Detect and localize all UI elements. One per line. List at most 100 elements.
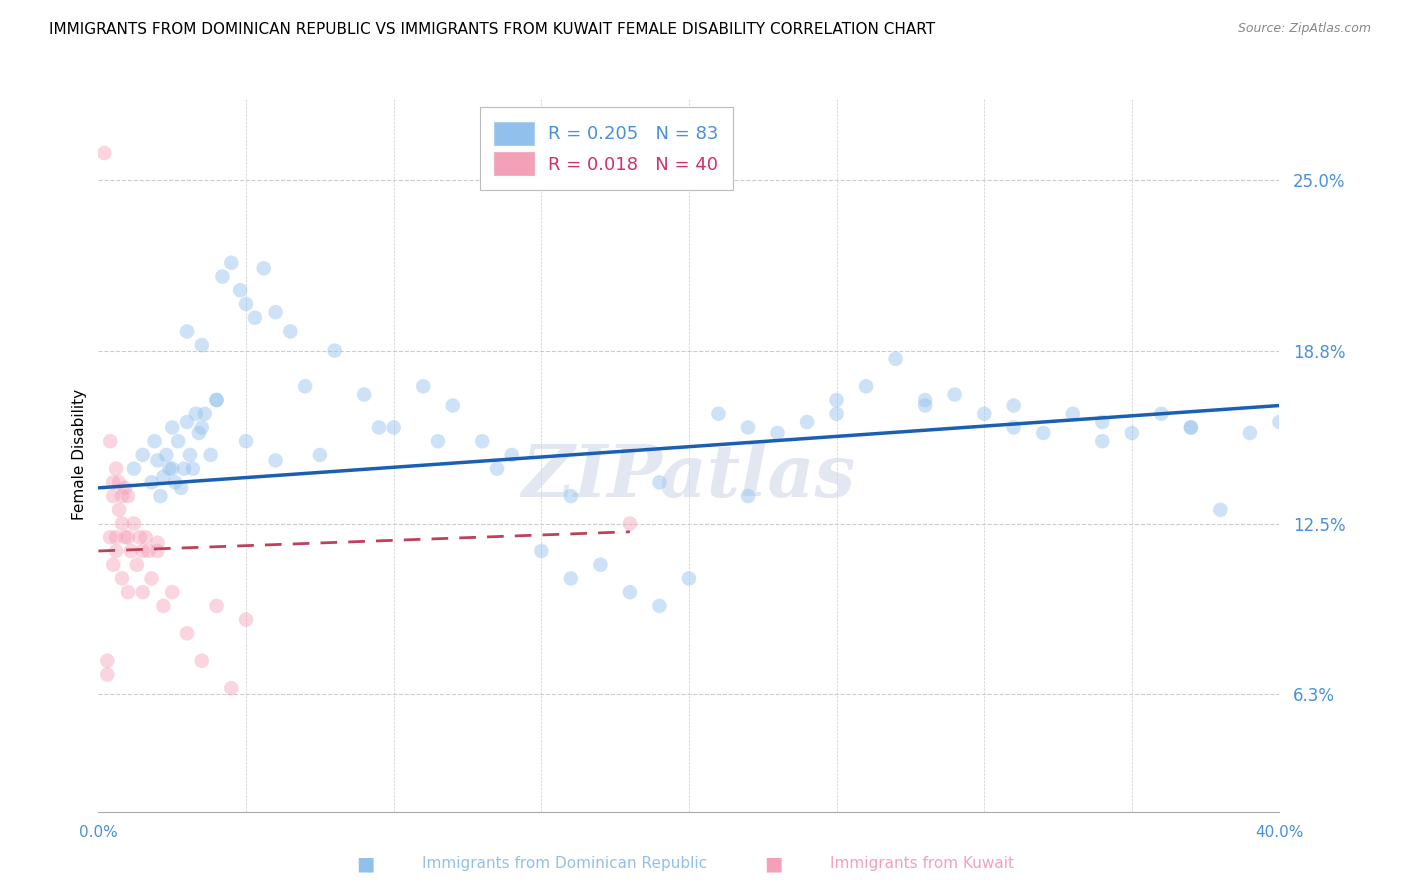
Point — [162, 461, 183, 475]
Point — [176, 325, 198, 339]
Point — [114, 530, 136, 544]
Point — [111, 489, 134, 503]
Point — [737, 489, 759, 503]
Point — [619, 516, 641, 531]
Text: Immigrants from Kuwait: Immigrants from Kuwait — [830, 856, 1014, 871]
Point — [170, 481, 193, 495]
Point — [235, 434, 257, 449]
Point — [122, 516, 145, 531]
Point — [132, 544, 155, 558]
Point — [253, 261, 276, 276]
Point — [501, 448, 523, 462]
Text: ZIPatlas: ZIPatlas — [522, 441, 856, 512]
Point — [229, 283, 252, 297]
Point — [128, 530, 150, 544]
Point — [1002, 399, 1025, 413]
Point — [108, 503, 131, 517]
Point — [796, 415, 818, 429]
Point — [114, 481, 136, 495]
Point — [678, 571, 700, 585]
Point — [141, 571, 163, 585]
Point — [146, 453, 169, 467]
Point — [117, 530, 139, 544]
Point — [179, 448, 201, 462]
Point — [111, 571, 134, 585]
Point — [125, 558, 148, 572]
Point — [191, 338, 214, 352]
Point — [855, 379, 877, 393]
Point — [117, 585, 139, 599]
Text: IMMIGRANTS FROM DOMINICAN REPUBLIC VS IMMIGRANTS FROM KUWAIT FEMALE DISABILITY C: IMMIGRANTS FROM DOMINICAN REPUBLIC VS IM… — [49, 22, 935, 37]
Point — [1180, 420, 1202, 434]
Point — [412, 379, 434, 393]
Point — [205, 392, 228, 407]
Point — [103, 489, 125, 503]
Point — [648, 475, 671, 490]
Point — [825, 407, 848, 421]
Point — [96, 654, 118, 668]
Point — [191, 420, 214, 434]
Point — [264, 305, 287, 319]
Point — [825, 392, 848, 407]
Point — [973, 407, 995, 421]
Point — [149, 489, 172, 503]
Point — [162, 585, 183, 599]
Point — [105, 530, 128, 544]
Point — [200, 448, 222, 462]
Point — [103, 558, 125, 572]
Text: Source: ZipAtlas.com: Source: ZipAtlas.com — [1237, 22, 1371, 36]
Point — [589, 558, 612, 572]
Point — [117, 489, 139, 503]
Point — [243, 310, 266, 325]
Point — [943, 387, 966, 401]
Point — [152, 599, 174, 613]
Point — [219, 681, 243, 696]
Point — [211, 269, 233, 284]
Point — [162, 420, 183, 434]
Point — [766, 425, 789, 440]
Point — [103, 475, 125, 490]
Point — [560, 489, 582, 503]
Point — [165, 475, 187, 490]
Point — [141, 475, 163, 490]
Point — [1209, 503, 1232, 517]
Point — [914, 392, 936, 407]
Point — [132, 448, 155, 462]
Point — [486, 461, 509, 475]
Point — [93, 146, 115, 161]
Point — [157, 461, 180, 475]
Point — [120, 544, 142, 558]
Point — [235, 613, 257, 627]
Point — [105, 461, 128, 475]
Point — [98, 530, 121, 544]
Point — [560, 571, 582, 585]
Point — [155, 448, 177, 462]
Point — [427, 434, 450, 449]
Point — [194, 407, 217, 421]
Point — [176, 415, 198, 429]
Point — [1032, 425, 1054, 440]
Point — [1091, 434, 1114, 449]
Point — [191, 654, 214, 668]
Point — [205, 392, 228, 407]
Point — [353, 387, 375, 401]
Point — [108, 475, 131, 490]
Point — [122, 461, 145, 475]
Point — [1091, 415, 1114, 429]
Point — [1150, 407, 1173, 421]
Point — [1239, 425, 1261, 440]
Point — [884, 351, 907, 366]
Text: Immigrants from Dominican Republic: Immigrants from Dominican Republic — [422, 856, 707, 871]
Point — [138, 544, 160, 558]
Point — [323, 343, 346, 358]
Point — [707, 407, 730, 421]
Point — [219, 256, 243, 270]
Point — [143, 434, 166, 449]
Point — [914, 399, 936, 413]
Point — [1268, 415, 1291, 429]
Text: ■: ■ — [763, 854, 783, 873]
Point — [105, 544, 128, 558]
Point — [382, 420, 405, 434]
Point — [530, 544, 553, 558]
Point — [187, 425, 209, 440]
